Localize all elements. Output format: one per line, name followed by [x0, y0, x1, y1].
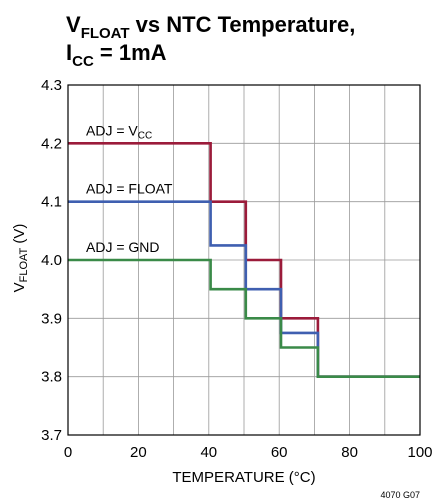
series-annotations: ADJ = VCC ADJ = FLOAT ADJ = GND: [86, 122, 173, 255]
y-tick-label: 4.1: [41, 194, 62, 211]
series-lines: [68, 142, 420, 379]
x-tick-label: 0: [64, 444, 72, 461]
chart-title-line2: ICC = 1mA: [66, 40, 167, 70]
plot-frame: [67, 84, 421, 436]
y-tick-label: 3.7: [41, 427, 62, 444]
y-tick-labels: 3.7 3.8 3.9 4.0 4.1 4.2 4.3: [41, 77, 62, 444]
series-annotation: ADJ = FLOAT: [86, 181, 173, 197]
x-tick-label: 100: [407, 444, 432, 461]
x-tick-labels: 0 20 40 60 80 100: [64, 444, 433, 461]
y-tick-label: 4.2: [41, 135, 62, 152]
x-tick-label: 40: [200, 444, 217, 461]
y-tick-label: 4.0: [41, 252, 62, 269]
x-axis-label: TEMPERATURE (°C): [172, 469, 315, 486]
x-tick-label: 60: [271, 444, 288, 461]
series-annotation: ADJ = GND: [86, 239, 160, 255]
y-axis-label: VFLOAT (V): [11, 224, 30, 293]
series-annotation: ADJ = VCC: [86, 122, 152, 141]
chart-title-line1: VFLOAT vs NTC Temperature,: [66, 12, 355, 42]
y-tick-label: 3.8: [41, 369, 62, 386]
series-line-3: [68, 258, 420, 379]
figure-code: 4070 G07: [380, 490, 420, 500]
x-tick-label: 80: [341, 444, 358, 461]
y-tick-label: 4.3: [41, 77, 62, 94]
y-tick-label: 3.9: [41, 310, 62, 327]
x-tick-label: 20: [130, 444, 147, 461]
